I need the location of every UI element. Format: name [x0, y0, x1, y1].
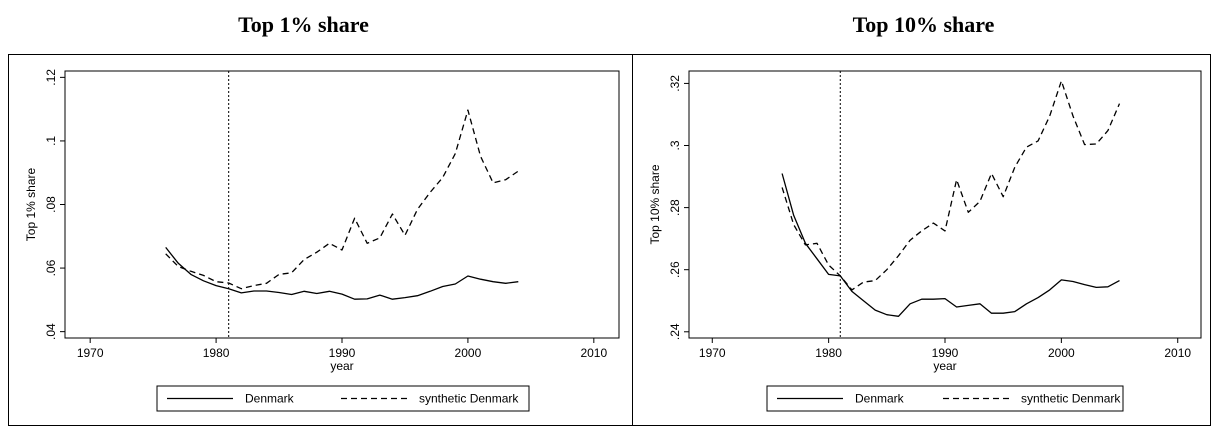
y-tick-label: .1: [44, 136, 58, 146]
x-tick-label: 2000: [1048, 346, 1075, 360]
y-tick-label: .32: [668, 75, 682, 92]
series-synthetic-denmark-line: [165, 109, 519, 290]
x-tick-label: 1990: [932, 346, 959, 360]
series-denmark-line: [165, 246, 519, 300]
legend-label-synthetic-denmark: synthetic Denmark: [1021, 392, 1121, 406]
y-tick-label: .28: [668, 199, 682, 216]
chart-title-top10: Top 10% share: [852, 12, 995, 37]
chart-panel-top1: .04 .06 .08 .1 .12 1970 1980 1990 2000 2010 year To…: [8, 54, 633, 426]
legend-label-denmark: Denmark: [245, 392, 295, 406]
chart-panel-top10: .24 .26 .28 .3 .32 1970 1980 1990 2000 2010 year To…: [632, 54, 1211, 426]
legend-label-denmark: Denmark: [855, 392, 905, 406]
chart-title-top1: Top 1% share: [238, 12, 369, 37]
y-tick-label: .3: [668, 140, 682, 150]
series-synthetic-denmark-line: [781, 80, 1121, 291]
y-tick-label: .08: [44, 196, 58, 213]
x-tick-label: 1980: [203, 346, 230, 360]
x-tick-label: 1990: [329, 346, 356, 360]
legend-label-synthetic-denmark: synthetic Denmark: [419, 392, 519, 406]
plot-area: [688, 70, 1202, 339]
chart-top1-svg: .04 .06 .08 .1 .12 1970 1980 1990 2000 2010 year To…: [24, 69, 620, 412]
series-denmark-line: [781, 173, 1120, 317]
x-tick-label: 2010: [580, 346, 607, 360]
y-axis-label: Top 10% share: [648, 164, 662, 244]
y-tick-label: .26: [668, 261, 682, 278]
y-tick-label: .04: [44, 323, 58, 340]
x-tick-label: 1970: [699, 346, 726, 360]
y-tick-label: .24: [668, 323, 682, 340]
x-tick-label: 2010: [1164, 346, 1191, 360]
x-tick-label: 2000: [455, 346, 482, 360]
y-axis-label: Top 1% share: [24, 167, 38, 241]
plot-area: [64, 70, 620, 339]
x-axis-label: year: [933, 359, 956, 373]
x-tick-label: 1980: [815, 346, 842, 360]
y-tick-label: .12: [44, 69, 58, 86]
x-axis-label: year: [330, 359, 353, 373]
x-tick-label: 1970: [77, 346, 104, 360]
y-tick-label: .06: [44, 259, 58, 276]
chart-top10-svg: .24 .26 .28 .3 .32 1970 1980 1990 2000 2010 year To…: [648, 70, 1202, 412]
